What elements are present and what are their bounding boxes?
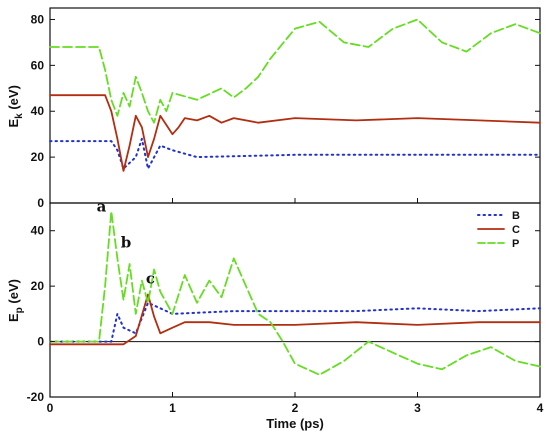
series-c-line <box>49 293 541 346</box>
y-tick-label: 20 <box>31 279 45 293</box>
legend-label-p: P <box>512 238 519 250</box>
y-tick-label: 40 <box>31 224 45 238</box>
top-series-group <box>49 18 541 172</box>
x-axis-label: Time (ps) <box>266 416 324 431</box>
x-tick-label: 3 <box>414 401 421 415</box>
y-tick-label: 60 <box>31 58 45 72</box>
x-tick-label: 1 <box>169 401 176 415</box>
legend-label-c: C <box>512 224 520 236</box>
y-tick-label: -20 <box>27 390 45 404</box>
series-b-line <box>49 301 541 343</box>
top-y-axis-label: Ek (eV) <box>6 85 25 127</box>
legend-label-b: B <box>512 210 520 222</box>
x-tick-label: 0 <box>47 401 54 415</box>
annotation-label: a <box>97 197 107 215</box>
y-tick-label: 0 <box>37 335 44 349</box>
y-tick-label: 80 <box>31 12 45 26</box>
bottom-series-group <box>49 210 541 376</box>
y-tick-label: 40 <box>31 104 45 118</box>
bottom-y-axis-label: Ep (eV) <box>6 279 25 322</box>
series-b-line <box>49 137 541 170</box>
top-ticks: 0 20 40 60 80 <box>31 12 541 210</box>
y-tick-label: 0 <box>37 196 44 210</box>
annotation-label: c <box>146 269 155 287</box>
x-tick-label: 2 <box>292 401 299 415</box>
top-panel: 0 20 40 60 80 Ek (eV) <box>6 7 541 210</box>
y-tick-label: 20 <box>31 150 45 164</box>
series-p-line <box>49 18 541 124</box>
legend: BCP <box>477 210 520 250</box>
series-c-line <box>49 94 541 172</box>
x-tick-label: 4 <box>537 401 544 415</box>
bottom-annotations: abc <box>97 197 155 287</box>
top-plot-frame <box>49 7 541 204</box>
annotation-label: b <box>121 233 132 251</box>
series-p-line <box>49 210 541 376</box>
